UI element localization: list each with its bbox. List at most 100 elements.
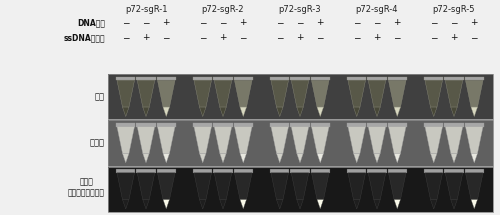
Polygon shape bbox=[394, 107, 400, 117]
Polygon shape bbox=[290, 169, 310, 173]
Polygon shape bbox=[214, 123, 233, 127]
Polygon shape bbox=[347, 169, 366, 173]
Polygon shape bbox=[388, 123, 407, 127]
Polygon shape bbox=[444, 169, 464, 173]
Text: p72-sgR-3: p72-sgR-3 bbox=[278, 5, 322, 14]
Polygon shape bbox=[388, 169, 407, 173]
Bar bbox=[108, 167, 492, 212]
Polygon shape bbox=[291, 80, 308, 107]
Text: p72-sgR-4: p72-sgR-4 bbox=[356, 5, 398, 14]
Polygon shape bbox=[214, 127, 232, 153]
Bar bbox=[108, 120, 492, 166]
Polygon shape bbox=[276, 153, 283, 163]
Polygon shape bbox=[347, 77, 366, 80]
Bar bbox=[108, 74, 492, 119]
Polygon shape bbox=[143, 200, 149, 209]
Polygon shape bbox=[374, 153, 380, 163]
Polygon shape bbox=[464, 123, 484, 127]
Polygon shape bbox=[193, 77, 212, 80]
Text: −: − bbox=[470, 33, 478, 42]
Polygon shape bbox=[290, 123, 310, 127]
Bar bbox=[108, 74, 492, 119]
Polygon shape bbox=[163, 153, 170, 163]
Polygon shape bbox=[158, 173, 175, 200]
Polygon shape bbox=[354, 107, 360, 117]
Polygon shape bbox=[143, 153, 149, 163]
Polygon shape bbox=[163, 200, 170, 209]
Polygon shape bbox=[193, 169, 212, 173]
Polygon shape bbox=[240, 153, 246, 163]
Polygon shape bbox=[444, 123, 464, 127]
Polygon shape bbox=[430, 107, 437, 117]
Polygon shape bbox=[466, 80, 483, 107]
Text: DNA模板: DNA模板 bbox=[77, 18, 105, 27]
Polygon shape bbox=[163, 107, 170, 117]
Polygon shape bbox=[354, 200, 360, 209]
Polygon shape bbox=[312, 80, 329, 107]
Polygon shape bbox=[122, 107, 129, 117]
Polygon shape bbox=[374, 200, 380, 209]
Text: +: + bbox=[394, 18, 401, 27]
Polygon shape bbox=[424, 77, 444, 80]
Text: 蓝光: 蓝光 bbox=[95, 92, 105, 101]
Polygon shape bbox=[297, 107, 303, 117]
Polygon shape bbox=[310, 123, 330, 127]
Text: −: − bbox=[430, 18, 438, 27]
Text: −: − bbox=[316, 33, 324, 42]
Polygon shape bbox=[451, 200, 457, 209]
Polygon shape bbox=[297, 200, 303, 209]
Text: p72-sgR-2: p72-sgR-2 bbox=[202, 5, 244, 14]
Polygon shape bbox=[446, 173, 462, 200]
Polygon shape bbox=[271, 173, 288, 200]
Polygon shape bbox=[425, 80, 442, 107]
Polygon shape bbox=[214, 169, 233, 173]
Polygon shape bbox=[136, 77, 156, 80]
Text: −: − bbox=[353, 18, 360, 27]
Text: +: + bbox=[240, 18, 247, 27]
Text: −: − bbox=[199, 33, 206, 42]
Polygon shape bbox=[276, 200, 283, 209]
Text: −: − bbox=[199, 18, 206, 27]
Polygon shape bbox=[220, 153, 226, 163]
Polygon shape bbox=[368, 169, 386, 173]
Polygon shape bbox=[446, 127, 462, 153]
Text: p72-sgR-1: p72-sgR-1 bbox=[125, 5, 167, 14]
Polygon shape bbox=[348, 173, 366, 200]
Polygon shape bbox=[194, 127, 212, 153]
Polygon shape bbox=[234, 77, 253, 80]
Text: +: + bbox=[316, 18, 324, 27]
Polygon shape bbox=[276, 107, 283, 117]
Polygon shape bbox=[374, 107, 380, 117]
Polygon shape bbox=[220, 107, 226, 117]
Polygon shape bbox=[290, 77, 310, 80]
Polygon shape bbox=[466, 173, 483, 200]
Polygon shape bbox=[368, 77, 386, 80]
Polygon shape bbox=[117, 80, 134, 107]
Polygon shape bbox=[158, 80, 175, 107]
Polygon shape bbox=[471, 107, 478, 117]
Polygon shape bbox=[200, 107, 206, 117]
Text: −: − bbox=[142, 18, 150, 27]
Polygon shape bbox=[122, 153, 129, 163]
Polygon shape bbox=[271, 127, 288, 153]
Polygon shape bbox=[200, 153, 206, 163]
Polygon shape bbox=[317, 200, 324, 209]
Polygon shape bbox=[317, 107, 324, 117]
Polygon shape bbox=[270, 169, 289, 173]
Text: +: + bbox=[162, 18, 170, 27]
Polygon shape bbox=[116, 169, 136, 173]
Polygon shape bbox=[430, 153, 437, 163]
Polygon shape bbox=[394, 153, 400, 163]
Polygon shape bbox=[466, 127, 483, 153]
Polygon shape bbox=[368, 173, 386, 200]
Text: −: − bbox=[162, 33, 170, 42]
Polygon shape bbox=[388, 80, 406, 107]
Text: p72-sgR-5: p72-sgR-5 bbox=[432, 5, 475, 14]
Polygon shape bbox=[451, 153, 457, 163]
Polygon shape bbox=[122, 200, 129, 209]
Polygon shape bbox=[464, 77, 484, 80]
Polygon shape bbox=[234, 169, 253, 173]
Polygon shape bbox=[464, 169, 484, 173]
Polygon shape bbox=[116, 77, 136, 80]
Polygon shape bbox=[234, 123, 253, 127]
